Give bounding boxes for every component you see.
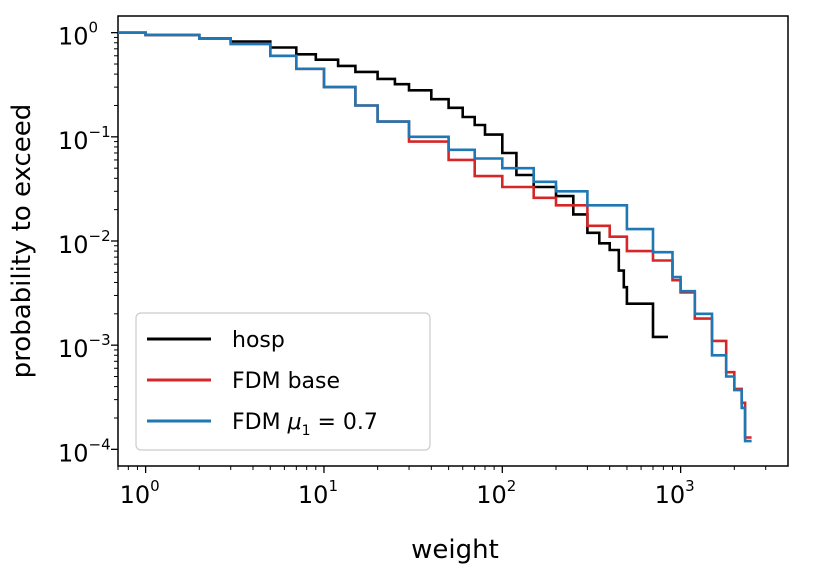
y-tick-label-1: 10−1 [58,123,111,155]
legend-label-fdm-base: FDM base [232,369,340,394]
series-line-2 [118,31,752,443]
x-tick-label-1: 101 [298,477,338,509]
legend-label-fdm-mu1: FDM μ1 = 0.7 [232,410,378,439]
series-layer [118,31,752,443]
series-line-0 [118,31,668,339]
x-tick-label-3: 103 [655,477,695,509]
tick-layer: 100 101 102 103 100 10−1 10−2 10−3 10−4 [58,19,767,509]
x-tick-label-0: 100 [120,477,160,509]
y-tick-label-3: 10−3 [58,331,111,363]
x-axis-label: weight [411,535,499,565]
legend-label-hosp: hosp [232,328,285,353]
y-axis-label: probability to exceed [7,104,37,379]
y-tick-label-2: 10−2 [58,227,111,259]
x-tick-label-2: 102 [476,477,516,509]
legend: hosp FDM base FDM μ1 = 0.7 [135,312,431,451]
y-tick-label-4: 10−4 [58,435,111,467]
y-tick-label-0: 100 [58,19,98,51]
legend-frame [135,312,431,451]
